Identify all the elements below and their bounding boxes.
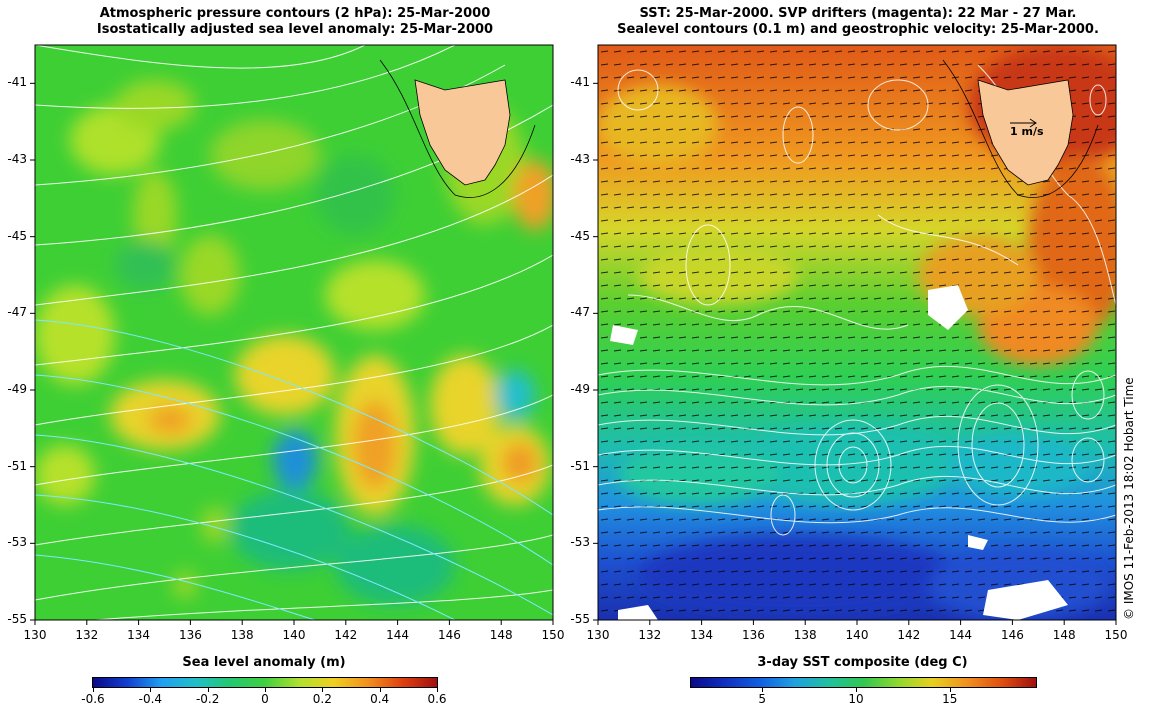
left-lon-tick-label: 148 bbox=[489, 628, 513, 642]
left-lat-tick-label: -55 bbox=[7, 612, 27, 626]
left-colorbar-tick bbox=[207, 688, 209, 692]
right-colorbar-tick-label: 15 bbox=[942, 692, 958, 706]
right-lon-tick-label: 134 bbox=[690, 628, 714, 642]
left-colorbar-tick bbox=[322, 688, 324, 692]
right-lon-tick-label: 140 bbox=[845, 628, 869, 642]
right-title-line2: Sealevel contours (0.1 m) and geostrophi… bbox=[617, 22, 1099, 37]
sst-map[interactable]: 1 m/s bbox=[598, 45, 1116, 620]
right-lat-tick-label: -43 bbox=[570, 152, 590, 166]
left-title: Atmospheric pressure contours (2 hPa): 2… bbox=[35, 6, 555, 38]
right-lat-tick-label: -41 bbox=[570, 75, 590, 90]
right-lat-tick-label: -47 bbox=[570, 305, 590, 320]
right-title: SST: 25-Mar-2000. SVP drifters (magenta)… bbox=[598, 6, 1118, 38]
left-colorbar-tick-label: -0.2 bbox=[195, 692, 220, 706]
left-lon-tick-label: 132 bbox=[75, 628, 99, 642]
left-colorbar-tick-label: 0.4 bbox=[370, 692, 390, 706]
left-title-line2: Isostatically adjusted sea level anomaly… bbox=[96, 22, 494, 37]
left-colorbar-tick bbox=[150, 688, 152, 692]
left-colorbar-tick-label: 0.6 bbox=[427, 692, 447, 706]
left-colorbar-tick-label: -0.4 bbox=[138, 692, 163, 706]
left-lon-tick-label: 142 bbox=[334, 628, 358, 642]
left-lat-tick-label: -53 bbox=[7, 535, 27, 550]
velocity-scale-label: 1 m/s bbox=[1010, 125, 1044, 138]
right-lon-tick-label: 150 bbox=[1104, 628, 1128, 642]
left-colorbar-tick-label: 0.2 bbox=[312, 692, 332, 706]
right-colorbar-title: 3-day SST composite (deg C) bbox=[757, 655, 968, 670]
left-lon-tick-label: 130 bbox=[23, 628, 47, 642]
left-colorbar-tick bbox=[437, 688, 438, 692]
right-lat-tick-label: -51 bbox=[570, 458, 590, 473]
right-lon-tick-label: 136 bbox=[741, 628, 765, 642]
left-lon-tick-label: 150 bbox=[541, 628, 565, 642]
right-lon-tick-label: 132 bbox=[638, 628, 662, 642]
left-lat-tick-label: -49 bbox=[7, 382, 27, 396]
right-lat-tick-label: -45 bbox=[570, 228, 590, 243]
right-lat-tick-label: -53 bbox=[570, 535, 590, 550]
left-colorbar bbox=[92, 677, 438, 688]
credit-text: © IMOS 11-Feb-2013 18:02 Hobart Time bbox=[1122, 377, 1136, 620]
left-lon-tick-label: 146 bbox=[437, 628, 461, 642]
right-lat-tick-label: -49 bbox=[570, 382, 590, 396]
left-lon-tick-label: 134 bbox=[127, 628, 151, 642]
left-lat-tick-label: -45 bbox=[7, 228, 27, 243]
right-colorbar bbox=[690, 677, 1037, 688]
left-colorbar-tick bbox=[379, 688, 381, 692]
left-lat-tick-label: -47 bbox=[7, 305, 27, 320]
right-colorbar-tick bbox=[949, 688, 951, 692]
right-colorbar-tick-label: 5 bbox=[758, 692, 767, 706]
right-colorbar-tick bbox=[762, 688, 764, 692]
left-title-line1: Atmospheric pressure contours (2 hPa): 2… bbox=[99, 6, 491, 21]
left-colorbar-tick bbox=[265, 688, 266, 692]
right-colorbar-tick-label: 10 bbox=[848, 692, 864, 706]
left-colorbar-title: Sea level anomaly (m) bbox=[182, 655, 346, 670]
left-lon-tick-label: 136 bbox=[178, 628, 202, 642]
right-lon-tick-label: 138 bbox=[793, 628, 817, 642]
right-lon-tick-label: 130 bbox=[586, 628, 610, 642]
left-lat-tick-label: -43 bbox=[7, 152, 27, 166]
right-lon-tick-label: 146 bbox=[1000, 628, 1024, 642]
right-colorbar-tick bbox=[856, 688, 857, 692]
sea-level-anomaly-map[interactable] bbox=[35, 45, 553, 620]
right-title-line1: SST: 25-Mar-2000. SVP drifters (magenta)… bbox=[639, 6, 1077, 21]
left-lat-tick-label: -41 bbox=[7, 75, 27, 90]
left-lon-tick-label: 144 bbox=[386, 628, 410, 642]
right-lon-tick-label: 148 bbox=[1052, 628, 1076, 642]
left-lat-tick-label: -51 bbox=[7, 458, 27, 473]
left-colorbar-tick-label: 0 bbox=[261, 692, 269, 706]
right-lon-tick-label: 142 bbox=[897, 628, 921, 642]
left-colorbar-tick-label: -0.6 bbox=[81, 692, 105, 706]
left-lon-tick-label: 138 bbox=[230, 628, 254, 642]
right-lat-tick-label: -55 bbox=[570, 612, 590, 626]
left-colorbar-tick bbox=[93, 688, 94, 692]
left-lon-tick-label: 140 bbox=[282, 628, 306, 642]
right-lon-tick-label: 144 bbox=[949, 628, 973, 642]
